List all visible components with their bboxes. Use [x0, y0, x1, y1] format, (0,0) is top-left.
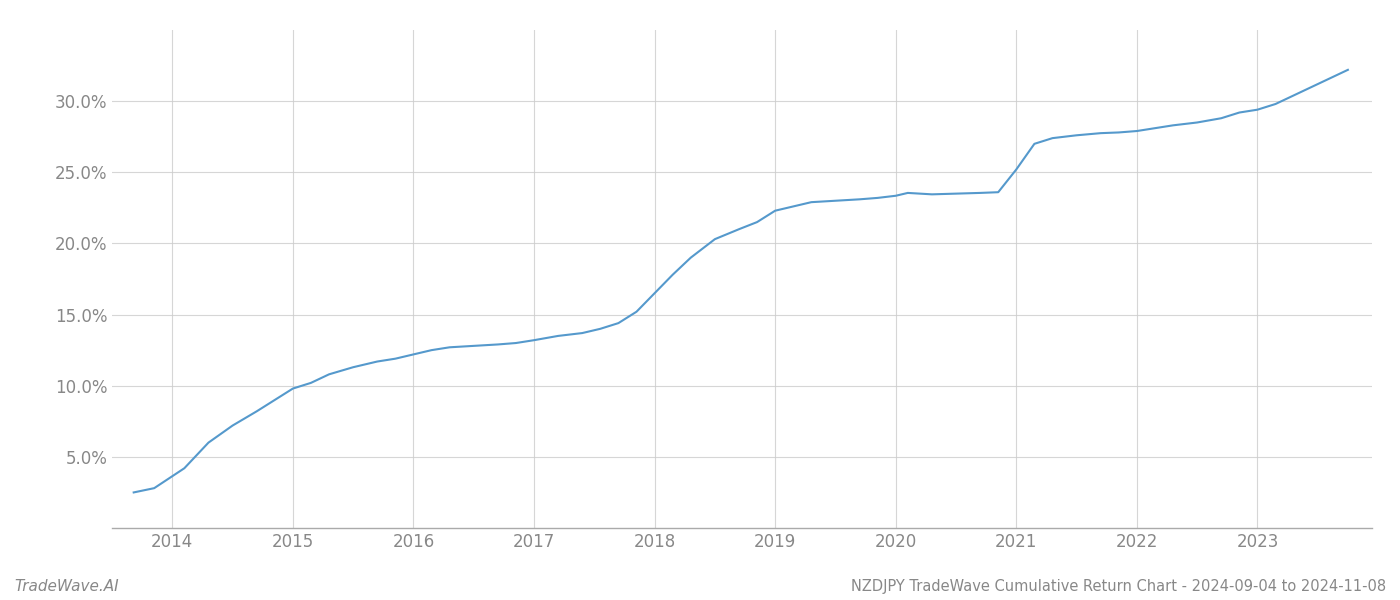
Text: TradeWave.AI: TradeWave.AI: [14, 579, 119, 594]
Text: NZDJPY TradeWave Cumulative Return Chart - 2024-09-04 to 2024-11-08: NZDJPY TradeWave Cumulative Return Chart…: [851, 579, 1386, 594]
